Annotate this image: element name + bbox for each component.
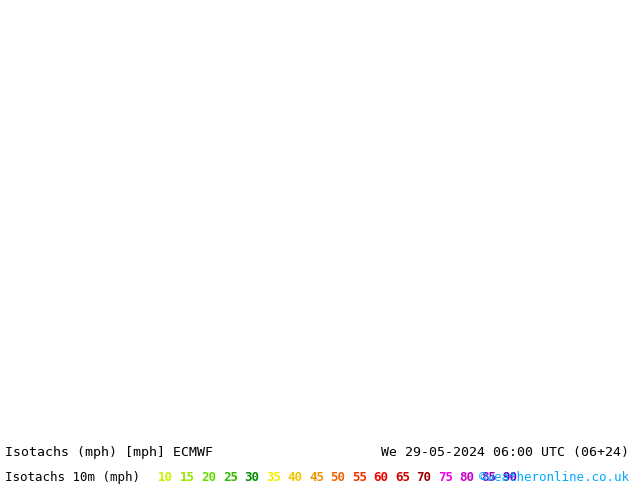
- Text: 85: 85: [481, 471, 496, 484]
- Text: 65: 65: [395, 471, 410, 484]
- Text: 20: 20: [202, 471, 216, 484]
- Text: 55: 55: [352, 471, 367, 484]
- Text: Isotachs 10m (mph): Isotachs 10m (mph): [5, 471, 140, 484]
- Text: 70: 70: [417, 471, 432, 484]
- Text: 60: 60: [373, 471, 389, 484]
- Text: 30: 30: [245, 471, 259, 484]
- Text: 50: 50: [330, 471, 346, 484]
- Text: ©weatheronline.co.uk: ©weatheronline.co.uk: [479, 471, 629, 484]
- Text: 25: 25: [223, 471, 238, 484]
- Text: 75: 75: [438, 471, 453, 484]
- Text: We 29-05-2024 06:00 UTC (06+24): We 29-05-2024 06:00 UTC (06+24): [381, 446, 629, 459]
- Text: 40: 40: [287, 471, 302, 484]
- Text: Isotachs (mph) [mph] ECMWF: Isotachs (mph) [mph] ECMWF: [5, 446, 213, 459]
- Text: 80: 80: [460, 471, 475, 484]
- Text: 90: 90: [503, 471, 517, 484]
- Text: 15: 15: [180, 471, 195, 484]
- Text: 35: 35: [266, 471, 281, 484]
- Text: 45: 45: [309, 471, 324, 484]
- Text: 10: 10: [158, 471, 173, 484]
